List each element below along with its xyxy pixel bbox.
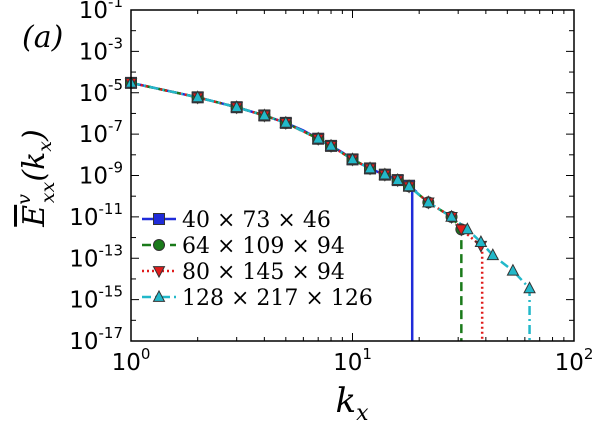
data-point [474,235,488,248]
y-tick-label: 10-1 [79,0,123,24]
y-tick-label: 10-17 [69,324,123,355]
x-tick-label: 101 [333,345,372,376]
y-axis-label: Ev xx(kx) [13,129,59,227]
data-point [311,131,325,144]
data-point [461,222,474,235]
y-tick-label: 10-11 [69,200,123,231]
legend-marker [152,289,166,302]
data-point [391,172,405,185]
plot-frame [130,9,575,342]
x-tick-label: 100 [112,345,151,376]
data-point [486,248,500,261]
data-point [363,161,377,174]
legend-label: 40 × 73 × 46 [182,208,331,233]
y-tick-label: 10-7 [79,117,123,148]
legend-marker [152,266,166,279]
data-point [445,209,458,222]
y-tick-label: 10-5 [79,76,123,107]
legend-label: 64 × 109 × 94 [182,234,345,259]
data-point [402,179,416,192]
y-tick-label: 10-13 [69,241,123,272]
data-point [191,90,205,103]
svg-text:kx: kx [335,381,369,425]
x-tick-label: 102 [555,345,594,376]
legend-marker [153,239,165,251]
data-point [258,108,271,121]
data-point [230,100,244,113]
legend-marker [153,213,165,225]
data-point [378,167,392,180]
panel-label: (a) [22,20,63,55]
data-point [324,138,338,151]
data-point [279,115,293,128]
data-point [422,195,435,208]
data-point [346,152,359,165]
legend-label: 80 × 145 × 94 [182,260,345,285]
legend-label: 128 × 217 × 126 [182,286,373,311]
data-point [506,263,520,276]
x-tick-labels: 100 101 102 [112,345,594,376]
x-axis-label: kx [335,381,369,425]
data-point [523,281,536,294]
y-tick-label: 10-3 [79,34,123,65]
y-tick-labels: 10-1 10-3 10-5 10-7 10-9 10-11 10-13 10-15 10-17 [69,0,123,355]
y-tick-label: 10-9 [79,159,123,190]
y-tick-label: 10-15 [69,283,123,314]
